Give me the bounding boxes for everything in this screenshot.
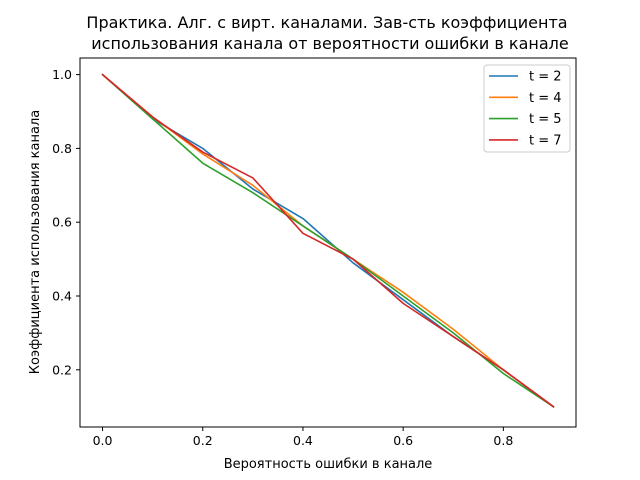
plot-lines (101, 73, 555, 408)
axis-ticks: 0.0 0.2 0.4 0.6 0.8 0.2 0.4 0.6 0.8 1.0 (52, 67, 513, 448)
x-tick-label: 0.6 (393, 433, 413, 448)
legend-box (483, 64, 571, 153)
y-axis-label: Коэффициента использования канала (28, 110, 43, 374)
x-axis-label: Вероятность ошибки в канале (224, 457, 433, 472)
y-tick-label: 0.2 (52, 362, 72, 377)
x-tick-label: 0.4 (293, 433, 313, 448)
series-line-4 (101, 73, 555, 408)
y-tick-label: 0.6 (52, 215, 72, 230)
y-tick-label: 0.4 (52, 289, 72, 304)
plot-frame (79, 57, 577, 428)
x-tick-label: 0.0 (93, 433, 113, 448)
chart-title-line-2: использования канала от вероятности ошиб… (91, 34, 568, 53)
y-tick-label: 1.0 (52, 67, 72, 82)
legend: t = 2 t = 4 t = 5 t = 7 (483, 64, 571, 153)
x-tick-label: 0.8 (493, 433, 513, 448)
chart-title-line-1: Практика. Алг. с вирт. каналами. Зав-сть… (86, 13, 567, 32)
y-tick-label: 0.8 (52, 141, 72, 156)
legend-label-2: t = 4 (529, 91, 562, 106)
legend-label-4: t = 7 (529, 133, 562, 148)
legend-label-1: t = 2 (529, 70, 562, 85)
x-tick-label: 0.2 (193, 433, 213, 448)
legend-label-3: t = 5 (529, 112, 562, 127)
